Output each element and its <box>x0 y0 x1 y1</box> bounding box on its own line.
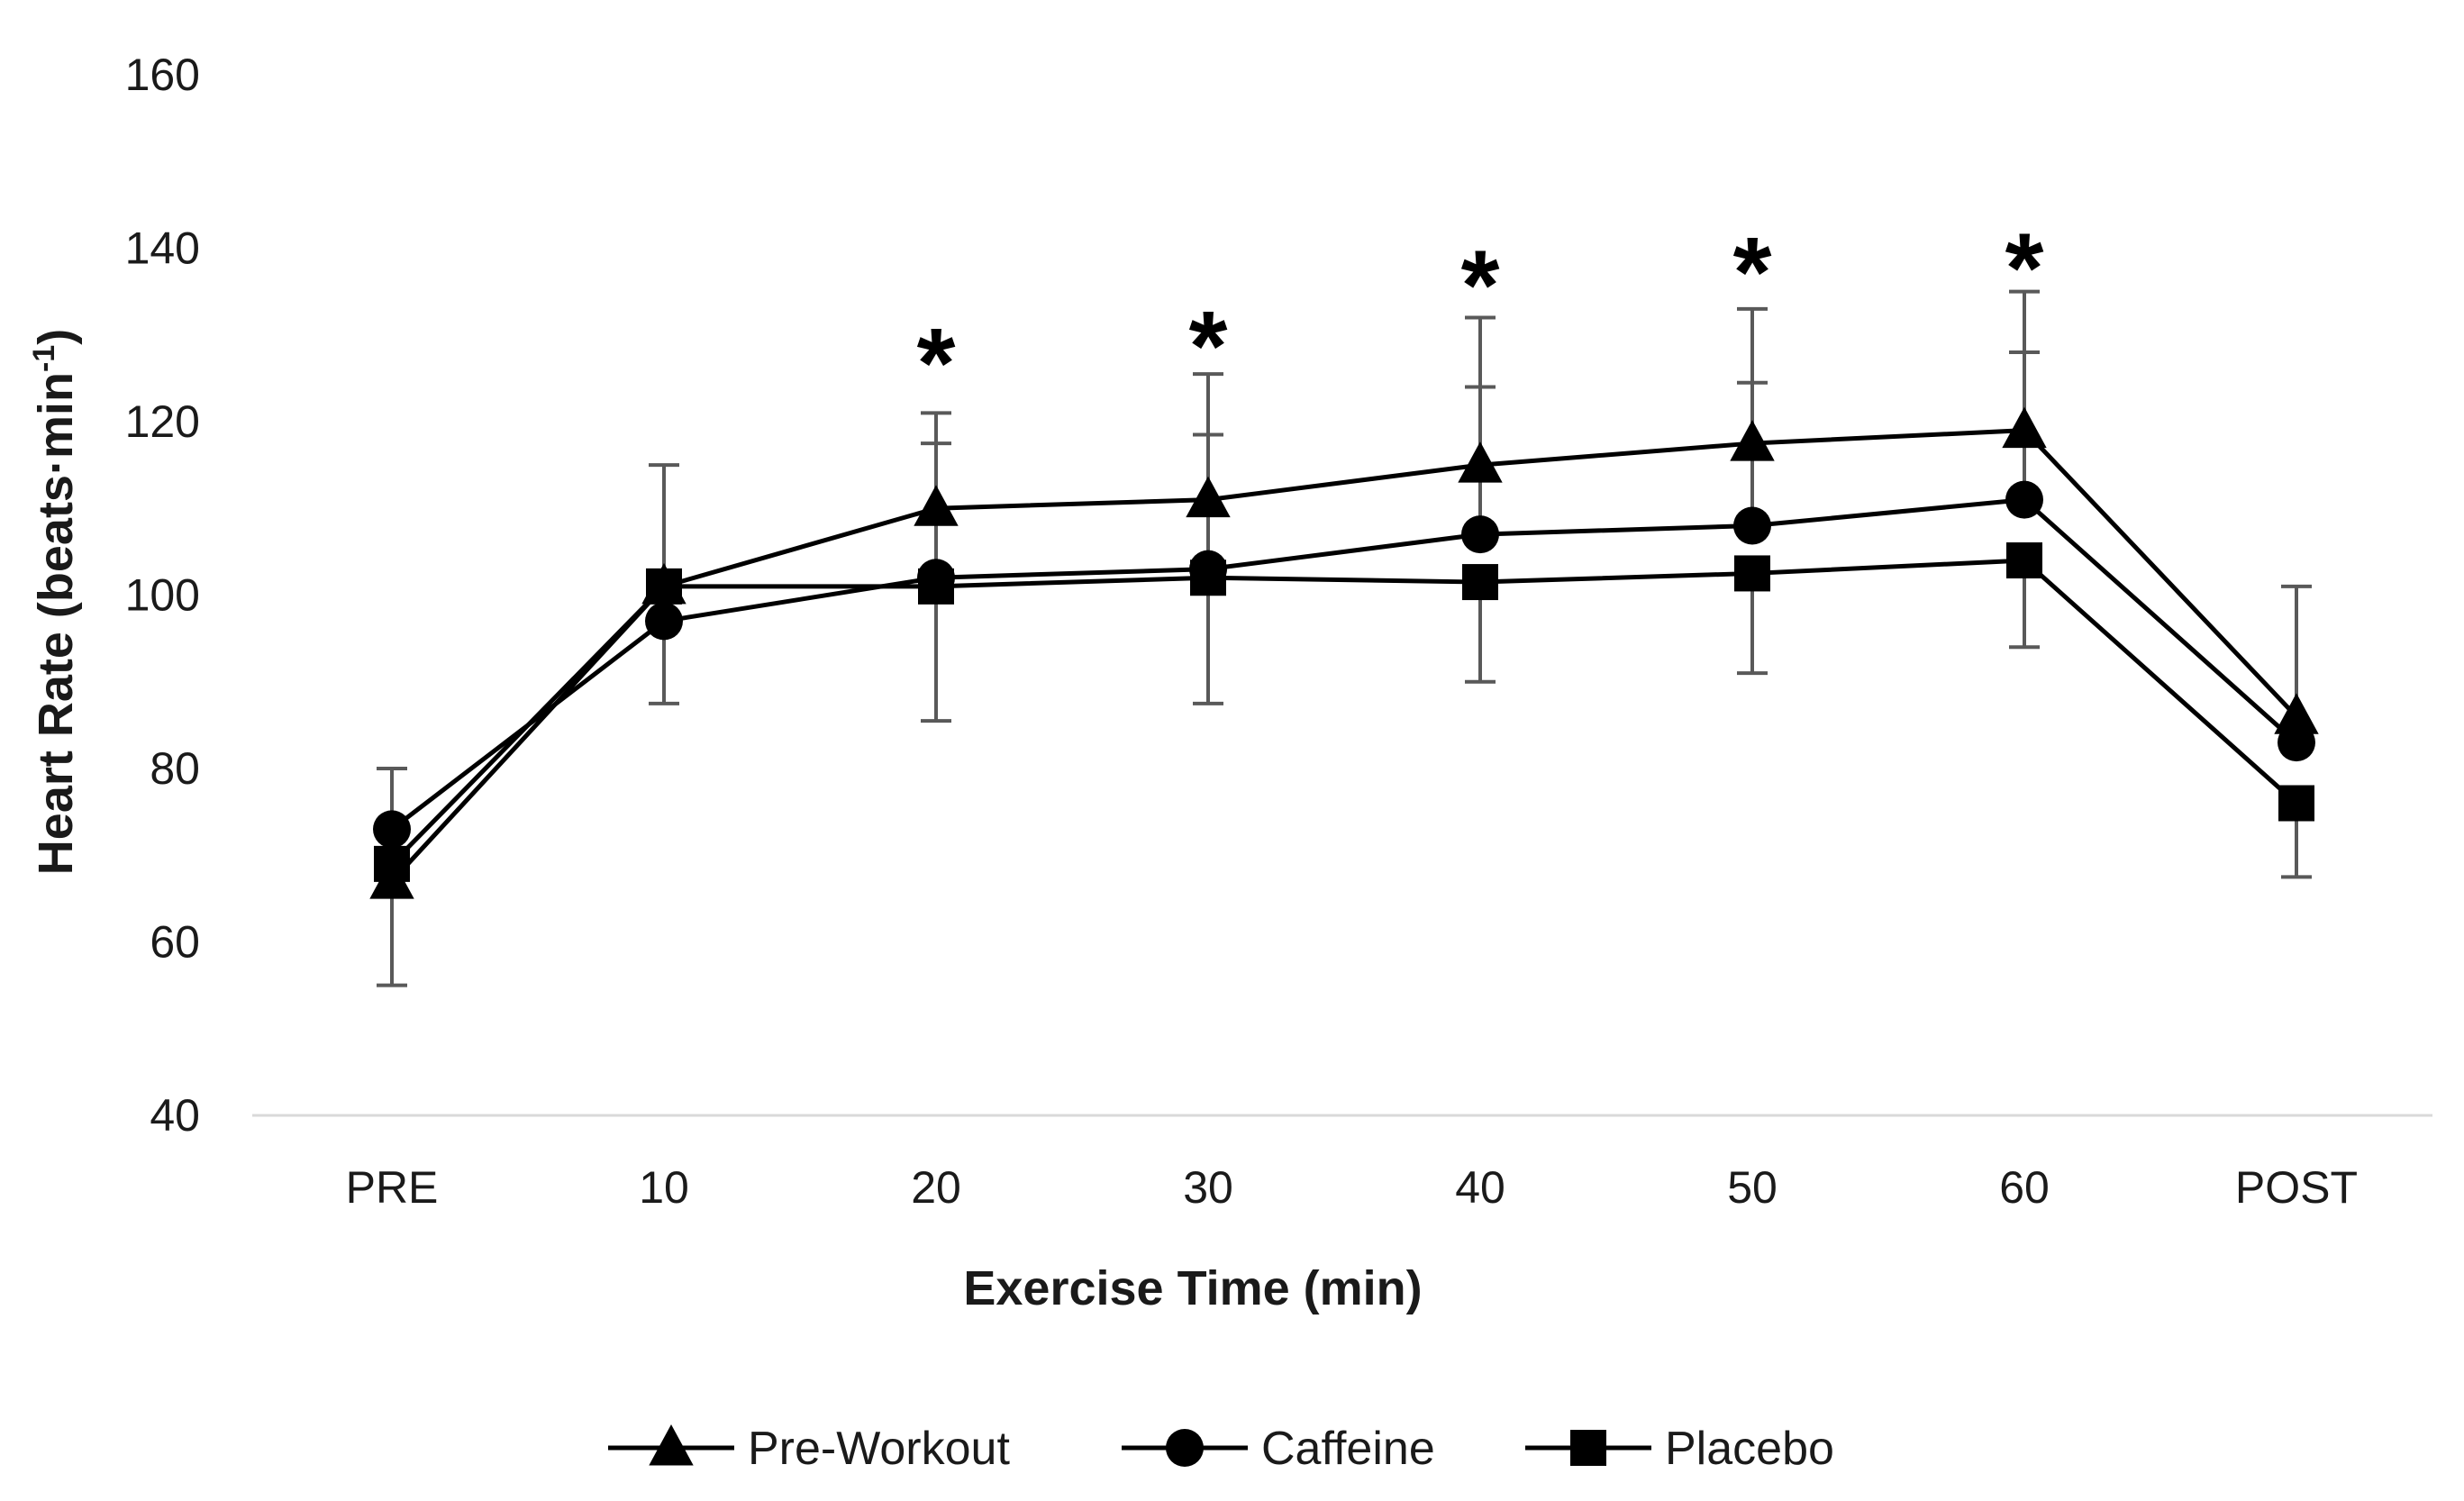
y-axis-title-sup: -1 <box>27 345 61 372</box>
x-axis-title: Exercise Time (min) <box>963 1261 1422 1315</box>
x-tick-label: 30 <box>1183 1162 1233 1213</box>
significance-asterisk: * <box>2005 213 2044 323</box>
significance-asterisk: * <box>1189 291 1228 402</box>
x-tick-label: POST <box>2235 1162 2358 1213</box>
marker-pre-workout <box>914 485 959 526</box>
marker-placebo <box>1190 559 1226 596</box>
marker-pre-workout <box>2274 693 2319 734</box>
y-tick-label: 60 <box>150 917 200 968</box>
significance-asterisk: * <box>1461 231 1500 341</box>
legend-label-caffeine: Caffeine <box>1261 1423 1435 1475</box>
legend-label-placebo: Placebo <box>1665 1423 1834 1475</box>
marker-placebo <box>646 568 682 605</box>
marker-placebo <box>1734 555 1770 592</box>
marker-pre-workout <box>1186 476 1231 518</box>
series-line-caffeine <box>390 497 2298 832</box>
marker-caffeine <box>645 602 683 641</box>
marker-caffeine <box>1733 506 1771 545</box>
x-tick-label: 40 <box>1455 1162 1505 1213</box>
marker-pre-workout <box>2002 406 2047 449</box>
y-tick-label: 140 <box>125 223 200 274</box>
significance-asterisk: * <box>917 308 956 419</box>
legend-marker-caffeine <box>1166 1429 1204 1467</box>
marker-caffeine <box>2005 480 2043 519</box>
y-tick-label: 40 <box>150 1090 200 1141</box>
x-tick-label: 20 <box>911 1162 961 1213</box>
marker-pre-workout <box>1730 420 1775 461</box>
series-markers <box>369 406 2319 899</box>
y-axis-title-dot: · <box>29 459 83 475</box>
y-axis-title-close: ) <box>29 329 83 345</box>
legend-marker-placebo <box>1570 1430 1606 1466</box>
y-tick-label: 160 <box>125 50 200 100</box>
series-line-pre-workout <box>390 428 2298 883</box>
series-lines <box>390 428 2298 883</box>
marker-placebo <box>374 845 410 882</box>
y-axis-title: Heart Rate (beats·min-1) <box>27 329 83 875</box>
x-tick-label: PRE <box>346 1162 439 1213</box>
x-tick-label: 10 <box>639 1162 689 1213</box>
y-tick-label: 80 <box>150 743 200 794</box>
y-axis-title-main: Heart Rate (beats <box>29 475 83 875</box>
marker-pre-workout <box>1458 441 1503 483</box>
legend: Pre-Workout Caffeine Placebo <box>608 1423 1834 1475</box>
y-tick-label: 120 <box>125 396 200 447</box>
legend-label-pre-workout: Pre-Workout <box>748 1423 1010 1475</box>
marker-placebo <box>2006 542 2042 578</box>
legend-marker-pre-workout <box>649 1424 694 1466</box>
marker-placebo <box>1462 564 1498 601</box>
y-axis-ticks: 40 60 80 100 120 140 160 <box>125 50 200 1141</box>
x-axis-ticks: PRE 10 20 30 40 50 60 POST <box>346 1162 2358 1213</box>
marker-placebo <box>918 568 954 605</box>
series-line-placebo <box>390 558 2298 866</box>
marker-caffeine <box>1461 515 1499 554</box>
y-tick-label: 100 <box>125 570 200 621</box>
x-tick-label: 50 <box>1727 1162 1778 1213</box>
marker-caffeine <box>373 810 411 849</box>
marker-placebo <box>2278 785 2314 822</box>
marker-caffeine <box>2278 723 2315 762</box>
significance-asterisk: * <box>1733 217 1772 328</box>
significance-markers: * * * * * <box>917 213 2044 419</box>
y-axis-title-unit: min <box>29 372 83 459</box>
x-tick-label: 60 <box>1999 1162 2050 1213</box>
